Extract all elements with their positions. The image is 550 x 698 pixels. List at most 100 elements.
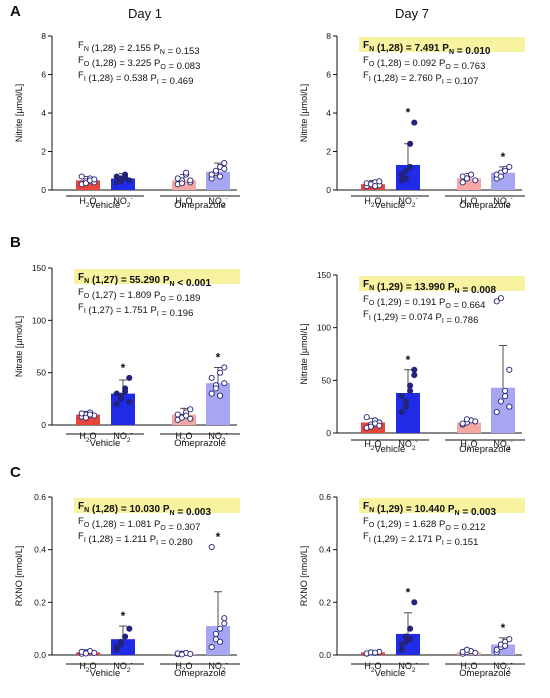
data-point: [208, 644, 215, 651]
data-point: [407, 636, 414, 643]
data-point: [402, 175, 409, 182]
data-point: [82, 180, 89, 187]
data-point: [117, 178, 124, 185]
data-point: [402, 633, 409, 640]
y-tick-label: 4: [326, 108, 331, 118]
data-point: [506, 403, 513, 410]
group-label: Vehicle: [375, 444, 406, 455]
y-tick-label: 100: [32, 315, 46, 325]
y-axis-label: Nitrate [µmol/L]: [299, 323, 309, 384]
data-point: [411, 366, 418, 373]
y-tick-label: 0.6: [34, 492, 46, 502]
data-point: [463, 646, 470, 653]
bar: [457, 178, 481, 190]
stat-line: FN (1,28) = 7.491 PN = 0.010: [363, 40, 491, 57]
stat-line: FO (1,27) = 1.809 PO = 0.189: [78, 287, 200, 304]
data-point: [472, 649, 479, 656]
data-point: [463, 175, 470, 182]
category-label: NO2-: [398, 195, 417, 209]
category-label: H2O: [79, 431, 96, 444]
data-point: [411, 599, 418, 606]
data-point: [91, 176, 98, 183]
y-tick-label: 8: [326, 31, 331, 41]
group-label: Omeprazole: [174, 438, 226, 449]
y-tick-label: 4: [41, 108, 46, 118]
data-point: [113, 644, 120, 651]
bar: [111, 178, 135, 190]
significance-star: *: [216, 350, 221, 364]
data-point: [398, 393, 405, 400]
data-point: [502, 393, 509, 400]
data-point: [187, 415, 194, 422]
data-point: [212, 385, 219, 392]
y-tick-label: 2: [41, 147, 46, 157]
stat-highlight: [359, 498, 525, 513]
category-label: NO2-: [113, 195, 132, 209]
data-point: [407, 140, 414, 147]
category-label: H2O: [364, 661, 381, 674]
data-point: [208, 543, 215, 551]
significance-star: *: [216, 530, 221, 544]
y-tick-label: 8: [41, 31, 46, 41]
data-point: [502, 387, 509, 394]
data-point: [497, 173, 504, 180]
data-point: [122, 174, 129, 181]
data-point: [506, 366, 513, 373]
bar: [491, 644, 515, 655]
data-point: [372, 649, 379, 656]
group-label: Omeprazole: [459, 668, 511, 679]
stat-line: FN (1,28) = 10.030 PN = 0.003: [78, 501, 211, 518]
category-label: H2O: [175, 196, 192, 209]
y-axis-label: Nitrate [µmol/L]: [14, 316, 24, 377]
y-tick-label: 0.6: [319, 492, 331, 502]
data-point: [411, 372, 418, 379]
category-label: H2O: [79, 196, 96, 209]
panel-letter-c: C: [10, 464, 21, 481]
panel-letter-a: A: [10, 3, 21, 20]
data-point: [208, 171, 215, 178]
data-point: [187, 650, 194, 657]
stat-line: FO (1,28) = 1.081 PO = 0.307: [78, 516, 200, 533]
y-tick-label: 0.2: [319, 597, 331, 607]
y-axis-label: Nitrite [µmol/L]: [299, 84, 309, 142]
data-point: [217, 625, 224, 632]
stat-line: FO (1,28) = 0.092 PO = 0.763: [363, 55, 485, 72]
data-point: [178, 651, 185, 658]
data-point: [411, 119, 418, 126]
data-point: [459, 420, 466, 427]
data-point: [183, 169, 190, 176]
data-point: [208, 390, 215, 397]
y-axis-label: RXNO [nmol/L]: [299, 546, 309, 607]
data-point: [221, 165, 228, 172]
y-tick-label: 6: [326, 70, 331, 80]
data-point: [91, 649, 98, 656]
data-point: [502, 642, 509, 649]
data-point: [221, 620, 228, 627]
data-point: [82, 650, 89, 657]
category-label: H2O: [79, 661, 96, 674]
panel-letter-b: B: [10, 234, 21, 251]
significance-star: *: [406, 585, 411, 599]
data-point: [221, 364, 228, 371]
data-point: [367, 423, 374, 430]
category-label: H2O: [364, 196, 381, 209]
data-point: [113, 401, 120, 408]
category-label: H2O: [364, 439, 381, 452]
y-tick-label: 0.4: [319, 545, 331, 555]
data-point: [407, 625, 414, 632]
group-label: Omeprazole: [459, 200, 511, 211]
data-point: [363, 414, 370, 421]
category-label: NO2-: [398, 438, 417, 452]
data-point: [376, 422, 383, 429]
y-tick-label: 0: [326, 185, 331, 195]
data-point: [497, 295, 504, 302]
data-point: [113, 173, 120, 180]
data-point: [407, 382, 414, 389]
category-label: NO2-: [493, 195, 512, 209]
data-point: [402, 403, 409, 410]
category-label: H2O: [460, 661, 477, 674]
